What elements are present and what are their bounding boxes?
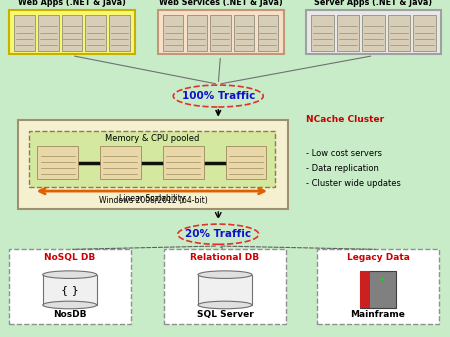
Text: - Low cost servers: - Low cost servers bbox=[306, 149, 382, 158]
FancyBboxPatch shape bbox=[414, 15, 436, 51]
FancyBboxPatch shape bbox=[38, 15, 58, 51]
FancyBboxPatch shape bbox=[360, 271, 370, 308]
Text: 20% Traffic: 20% Traffic bbox=[185, 229, 251, 239]
Text: Server Apps (.NET & Java): Server Apps (.NET & Java) bbox=[315, 0, 432, 7]
FancyBboxPatch shape bbox=[187, 15, 207, 51]
FancyBboxPatch shape bbox=[234, 15, 254, 51]
FancyBboxPatch shape bbox=[388, 15, 410, 51]
Text: NCache Cluster: NCache Cluster bbox=[306, 115, 384, 124]
FancyBboxPatch shape bbox=[109, 15, 130, 51]
Text: { }: { } bbox=[61, 285, 79, 295]
FancyBboxPatch shape bbox=[100, 146, 141, 179]
Text: - Cluster wide updates: - Cluster wide updates bbox=[306, 179, 401, 188]
FancyBboxPatch shape bbox=[311, 15, 333, 51]
FancyBboxPatch shape bbox=[37, 146, 78, 179]
FancyBboxPatch shape bbox=[257, 15, 278, 51]
FancyBboxPatch shape bbox=[210, 15, 231, 51]
Ellipse shape bbox=[43, 271, 97, 278]
FancyBboxPatch shape bbox=[306, 10, 441, 54]
FancyBboxPatch shape bbox=[163, 15, 184, 51]
Text: Relational DB: Relational DB bbox=[190, 253, 260, 263]
FancyBboxPatch shape bbox=[86, 15, 106, 51]
FancyBboxPatch shape bbox=[198, 275, 252, 305]
Text: Legacy Data: Legacy Data bbox=[346, 253, 410, 263]
Ellipse shape bbox=[43, 301, 97, 309]
Text: Web Apps (.NET & Java): Web Apps (.NET & Java) bbox=[18, 0, 126, 7]
Text: Linear Scalability: Linear Scalability bbox=[119, 194, 185, 203]
FancyBboxPatch shape bbox=[9, 249, 130, 324]
Text: NosDB: NosDB bbox=[53, 310, 86, 319]
Text: Web Services (.NET & Java): Web Services (.NET & Java) bbox=[158, 0, 283, 7]
Text: - Data replication: - Data replication bbox=[306, 164, 379, 173]
FancyBboxPatch shape bbox=[163, 146, 203, 179]
Text: Memory & CPU pooled: Memory & CPU pooled bbox=[105, 134, 199, 143]
Text: SQL Server: SQL Server bbox=[197, 310, 253, 319]
FancyBboxPatch shape bbox=[62, 15, 82, 51]
FancyBboxPatch shape bbox=[360, 271, 396, 308]
FancyBboxPatch shape bbox=[43, 275, 97, 305]
FancyBboxPatch shape bbox=[158, 10, 284, 54]
FancyBboxPatch shape bbox=[164, 249, 286, 324]
Ellipse shape bbox=[198, 301, 252, 309]
FancyBboxPatch shape bbox=[337, 15, 359, 51]
Text: Windows 2008/2012 (64-bit): Windows 2008/2012 (64-bit) bbox=[99, 196, 207, 205]
FancyBboxPatch shape bbox=[362, 15, 385, 51]
FancyBboxPatch shape bbox=[18, 120, 288, 209]
Text: Mainframe: Mainframe bbox=[351, 310, 405, 319]
Text: NoSQL DB: NoSQL DB bbox=[44, 253, 95, 263]
FancyBboxPatch shape bbox=[14, 15, 35, 51]
FancyBboxPatch shape bbox=[29, 131, 274, 187]
Text: 100% Traffic: 100% Traffic bbox=[181, 91, 255, 101]
FancyBboxPatch shape bbox=[226, 146, 266, 179]
FancyBboxPatch shape bbox=[317, 249, 439, 324]
Ellipse shape bbox=[198, 271, 252, 278]
FancyBboxPatch shape bbox=[9, 10, 135, 54]
